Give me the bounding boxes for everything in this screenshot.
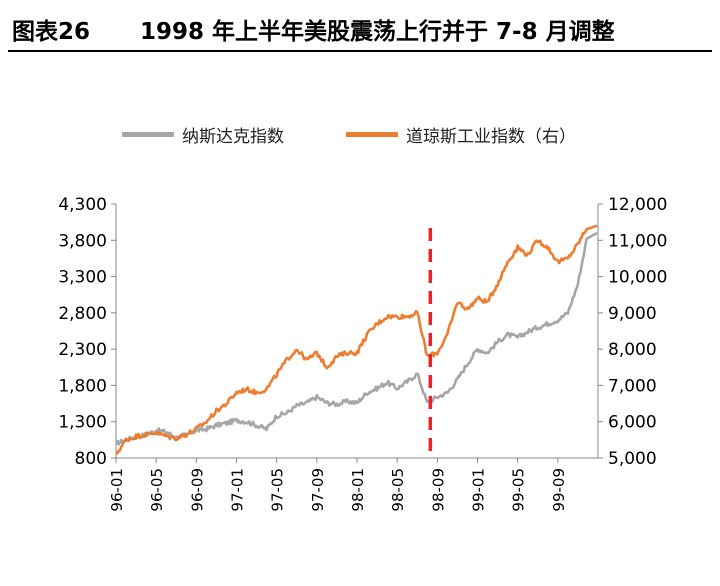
chart-legend: 纳斯达克指数 道琼斯工业指数（右） — [0, 122, 720, 148]
figure-number: 图表26 — [12, 19, 91, 45]
legend-swatch-dow — [346, 132, 398, 137]
y-right-tick-label: 6,000 — [608, 413, 657, 433]
figure-title: 1998 年上半年美股震荡上行并于 7-8 月调整 — [140, 19, 615, 45]
x-tick-label: 97-01 — [229, 468, 247, 512]
y-left-tick-label: 2,300 — [58, 340, 107, 360]
y-right-tick-label: 8,000 — [608, 340, 657, 360]
y-right-tick-label: 12,000 — [608, 195, 667, 215]
x-tick-label: 98-05 — [389, 468, 407, 512]
x-tick-label: 99-09 — [550, 468, 568, 512]
y-left-tick-label: 800 — [75, 449, 107, 469]
y-right-tick-label: 9,000 — [608, 304, 657, 324]
x-tick-label: 98-01 — [349, 468, 367, 512]
y-left-tick-label: 3,300 — [58, 268, 107, 288]
y-right-tick-label: 10,000 — [608, 268, 667, 288]
y-right-tick-label: 5,000 — [608, 449, 657, 469]
x-tick-label: 97-05 — [269, 468, 287, 512]
x-tick-label: 99-01 — [470, 468, 488, 512]
legend-swatch-nasdaq — [122, 132, 174, 137]
y-left-tick-label: 3,800 — [58, 231, 107, 251]
x-tick-label: 96-09 — [188, 468, 206, 512]
legend-label-dow: 道琼斯工业指数（右） — [406, 127, 576, 147]
x-tick-label: 97-09 — [309, 468, 327, 512]
y-left-tick-label: 1,300 — [58, 413, 107, 433]
x-tick-label: 96-01 — [108, 468, 126, 512]
y-right-tick-label: 7,000 — [608, 376, 657, 396]
y-right-tick-label: 11,000 — [608, 231, 667, 251]
legend-item-nasdaq: 纳斯达克指数 — [122, 122, 284, 147]
figure-header: 图表26 1998 年上半年美股震荡上行并于 7-8 月调整 — [0, 0, 720, 62]
legend-label-nasdaq: 纳斯达克指数 — [182, 127, 284, 147]
dow-series-line — [115, 224, 598, 455]
x-tick-label: 96-05 — [148, 468, 166, 512]
title-underline — [8, 50, 712, 52]
y-left-tick-label: 2,800 — [58, 304, 107, 324]
x-tick-label: 98-09 — [429, 468, 447, 512]
x-tick-label: 99-05 — [510, 468, 528, 512]
y-left-tick-label: 4,300 — [58, 195, 107, 215]
nasdaq-series-line — [115, 231, 598, 446]
legend-item-dow: 道琼斯工业指数（右） — [346, 122, 576, 147]
y-left-tick-label: 1,800 — [58, 376, 107, 396]
